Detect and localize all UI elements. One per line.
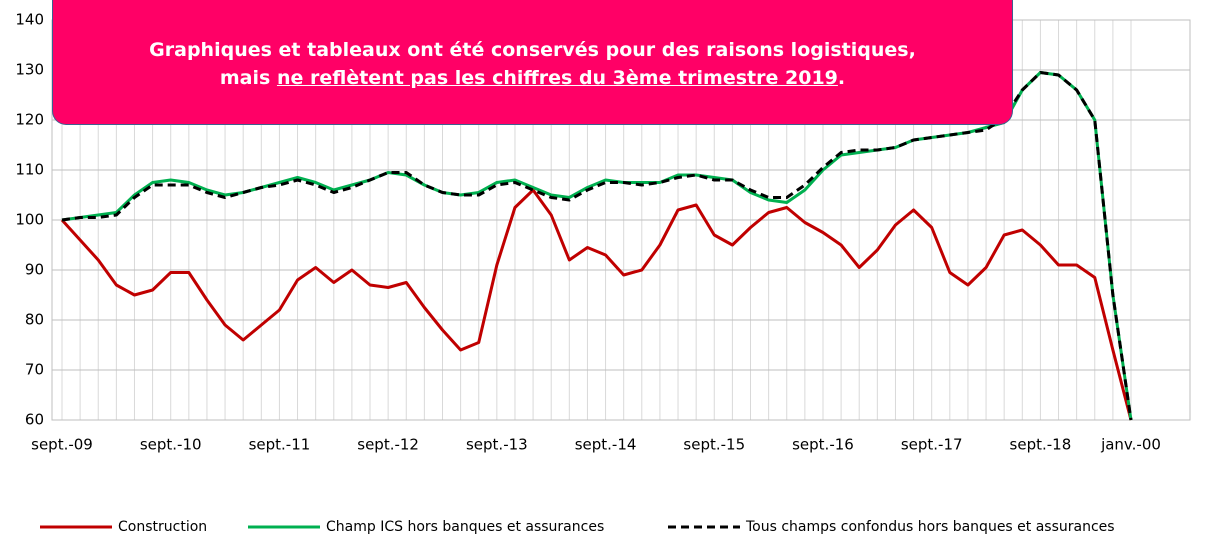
y-tick-label: 70 bbox=[25, 361, 44, 379]
y-tick-label: 110 bbox=[15, 161, 44, 179]
banner: Graphiques et tableaux ont été conservés… bbox=[52, 0, 1013, 125]
legend-label: Construction bbox=[118, 519, 207, 535]
banner-line: Graphiques et tableaux ont été conservés… bbox=[149, 39, 916, 61]
x-tick-label: sept.-13 bbox=[466, 436, 528, 454]
x-tick-label: sept.-11 bbox=[249, 436, 311, 454]
x-tick-label: sept.-18 bbox=[1010, 436, 1072, 454]
x-tick-label: sept.-12 bbox=[357, 436, 419, 454]
y-tick-label: 120 bbox=[15, 111, 44, 129]
x-tick-label: sept.-10 bbox=[140, 436, 202, 454]
data-line bbox=[61, 71, 1133, 421]
y-tick-label: 90 bbox=[25, 261, 44, 279]
y-tick-label: 140 bbox=[15, 11, 44, 29]
y-tick-label: 60 bbox=[25, 411, 44, 429]
x-tick-label: sept.-16 bbox=[792, 436, 854, 454]
x-tick-label: janv.-00 bbox=[1100, 436, 1161, 454]
x-tick-label: sept.-09 bbox=[31, 436, 93, 454]
y-tick-label: 130 bbox=[15, 61, 44, 79]
x-tick-label: sept.-15 bbox=[683, 436, 745, 454]
y-tick-label: 100 bbox=[15, 211, 44, 229]
x-tick-label: sept.-14 bbox=[575, 436, 637, 454]
x-tick-label: sept.-17 bbox=[901, 436, 963, 454]
legend-label: Champ ICS hors banques et assurances bbox=[326, 519, 604, 535]
banner-underlined: ne reflètent pas les chiffres du 3ème tr… bbox=[276, 67, 838, 89]
y-tick-label: 80 bbox=[25, 311, 44, 329]
banner-text: . bbox=[837, 67, 846, 89]
legend-label: Tous champs confondus hors banques et as… bbox=[745, 519, 1115, 535]
banner-text: mais bbox=[219, 67, 271, 89]
banner-line: mais ne reflètent pas les chiffres du 3è… bbox=[53, 64, 1012, 92]
data-line bbox=[60, 188, 1133, 421]
